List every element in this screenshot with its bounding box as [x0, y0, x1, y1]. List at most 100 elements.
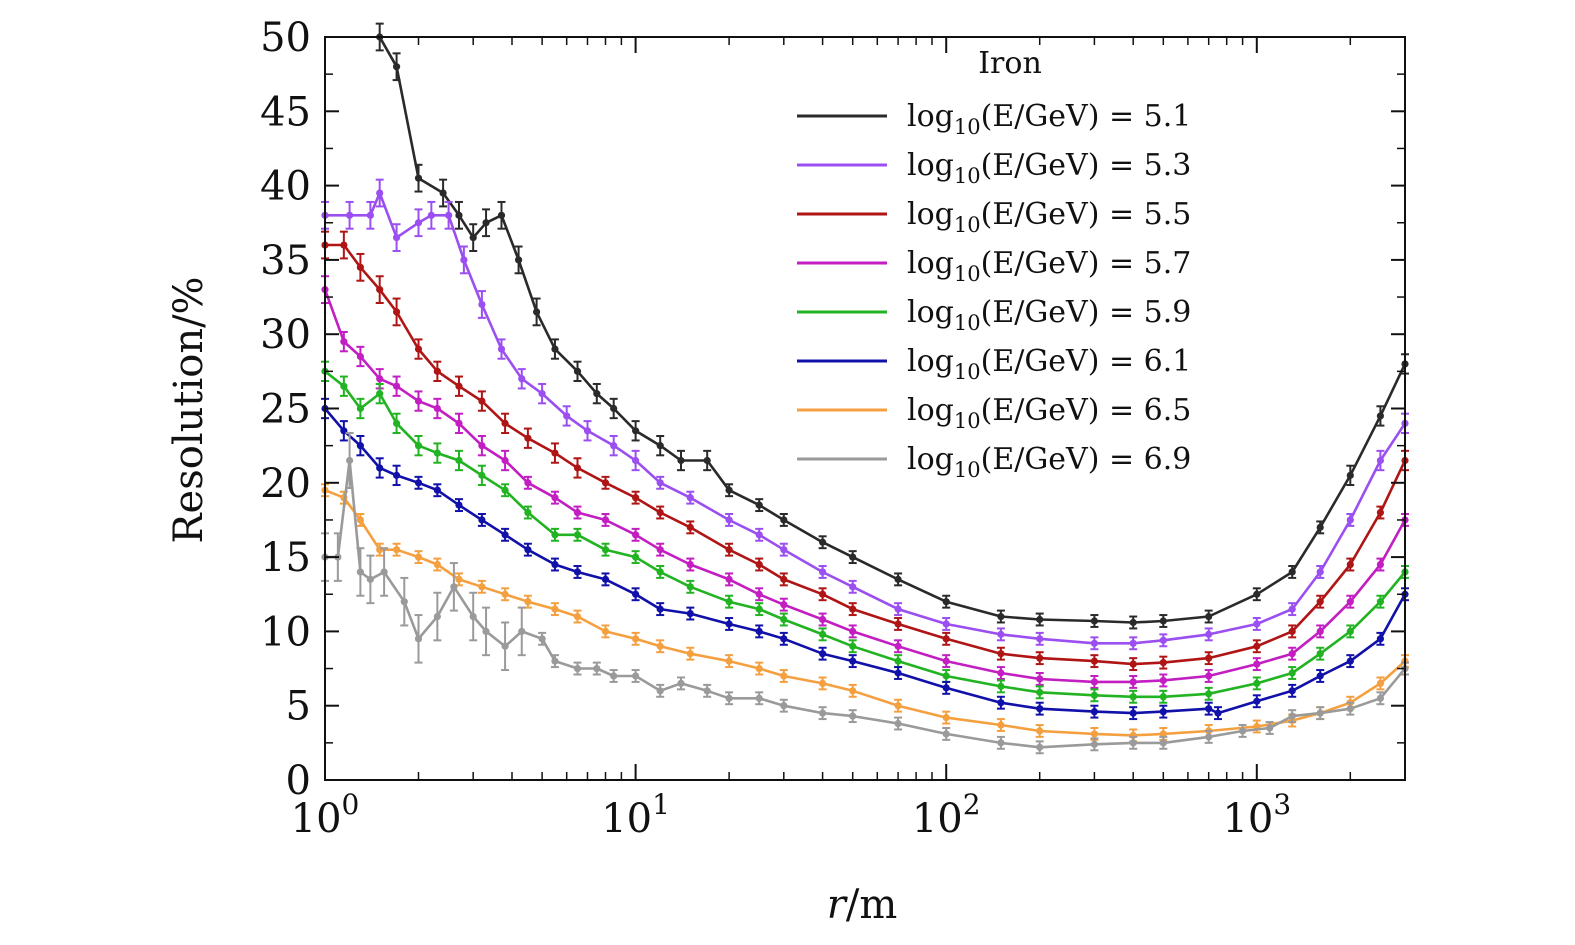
data-point: [524, 434, 532, 442]
data-point: [755, 531, 763, 539]
data-point: [356, 516, 364, 524]
data-point: [392, 471, 401, 479]
data-point: [632, 456, 640, 465]
data-point: [819, 615, 827, 624]
data-point: [366, 211, 374, 219]
data-point: [1090, 730, 1098, 738]
data-point: [725, 598, 733, 606]
data-point: [593, 664, 601, 673]
data-point: [656, 642, 664, 650]
data-point: [1316, 523, 1324, 531]
data-point: [1288, 669, 1296, 677]
data-point: [894, 605, 902, 613]
data-point: [1376, 456, 1385, 465]
data-point: [380, 568, 388, 576]
legend-label: log10(E/GeV) = 5.3: [907, 148, 1191, 188]
data-point: [686, 650, 694, 658]
series-line: [378, 36, 1407, 624]
data-point: [686, 583, 694, 591]
data-point: [656, 442, 664, 450]
data-point: [356, 442, 364, 450]
data-point: [478, 442, 486, 450]
data-point: [725, 657, 733, 665]
data-point: [376, 546, 384, 554]
data-point: [997, 669, 1005, 677]
data-point: [1205, 630, 1213, 638]
data-point: [601, 546, 610, 554]
data-point: [849, 553, 857, 561]
data-point: [686, 494, 694, 502]
data-point: [518, 375, 526, 383]
data-point: [1159, 676, 1167, 685]
series-line: [325, 191, 1407, 645]
data-point: [433, 612, 441, 621]
data-point: [340, 241, 348, 249]
data-point: [478, 583, 486, 591]
data-point: [819, 650, 827, 658]
data-point: [656, 687, 664, 695]
y-tick-label: 25: [260, 387, 311, 433]
data-point: [1159, 636, 1167, 644]
data-point: [819, 568, 827, 576]
data-point: [573, 508, 582, 517]
data-point: [573, 367, 582, 375]
legend-label: log10(E/GeV) = 6.1: [907, 344, 1191, 384]
data-point: [427, 211, 435, 219]
data-point: [551, 560, 559, 569]
y-axis-label: Resolution/%: [166, 276, 212, 543]
data-point: [1036, 727, 1044, 735]
data-point: [524, 546, 532, 554]
data-point: [1346, 657, 1354, 665]
data-point: [1090, 657, 1098, 665]
data-point: [478, 516, 486, 524]
data-point: [573, 664, 582, 673]
data-point: [725, 546, 733, 554]
data-point: [942, 635, 950, 643]
data-point: [340, 382, 348, 390]
data-point: [340, 338, 348, 346]
data-point: [780, 601, 788, 609]
data-point: [894, 575, 902, 583]
data-point: [942, 684, 950, 692]
data-point: [376, 286, 384, 294]
data-point: [849, 605, 857, 613]
data-point: [445, 211, 453, 219]
data-point: [780, 516, 788, 524]
data-point: [478, 471, 486, 479]
data-point: [551, 345, 559, 353]
data-point: [942, 657, 950, 665]
data-point: [376, 375, 384, 383]
data-point: [997, 699, 1005, 707]
data-point: [1266, 724, 1274, 732]
data-point: [392, 63, 401, 71]
legend-title: Iron: [978, 46, 1042, 81]
data-point: [455, 211, 463, 219]
data-point: [1346, 516, 1354, 524]
data-point: [1159, 659, 1167, 667]
legend-label: log10(E/GeV) = 5.5: [907, 197, 1191, 237]
data-point: [1129, 618, 1137, 627]
data-point: [1205, 612, 1213, 621]
data-point: [1090, 740, 1098, 748]
y-tick-label: 15: [260, 535, 311, 581]
data-point: [1376, 412, 1385, 420]
data-point: [450, 583, 458, 591]
data-point: [376, 189, 384, 197]
data-point: [1288, 605, 1296, 613]
y-tick-label: 45: [260, 89, 311, 135]
data-point: [1129, 678, 1137, 686]
data-point: [725, 694, 733, 702]
data-point: [1376, 679, 1385, 688]
data-point: [849, 642, 857, 650]
data-point: [703, 456, 711, 465]
data-point: [1205, 705, 1213, 713]
data-point: [433, 404, 441, 413]
data-point: [997, 682, 1005, 690]
data-point: [1376, 508, 1385, 517]
data-point: [478, 397, 486, 405]
data-point: [849, 712, 857, 720]
data-point: [819, 590, 827, 598]
data-point: [894, 702, 902, 710]
data-point: [755, 664, 763, 673]
data-point: [894, 642, 902, 650]
